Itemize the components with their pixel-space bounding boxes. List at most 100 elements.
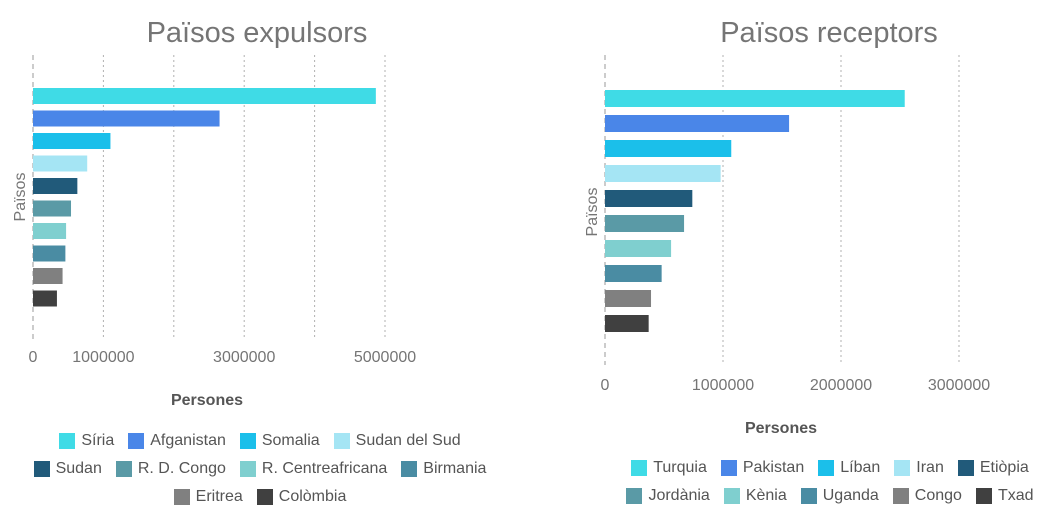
legend-label: Kènia bbox=[745, 487, 787, 504]
x-axis-label: Persones bbox=[171, 392, 243, 409]
legend-swatch bbox=[333, 433, 350, 449]
legend-label: Sudan del Sud bbox=[355, 432, 461, 449]
bar-kenia bbox=[605, 240, 672, 257]
legend-swatch bbox=[626, 488, 643, 504]
legend-item-jordania: Jordània bbox=[626, 487, 710, 505]
legend-label: Uganda bbox=[822, 487, 879, 504]
bar-r-d-congo bbox=[33, 200, 72, 217]
bar-liban bbox=[605, 140, 732, 157]
legend-swatch bbox=[818, 460, 835, 476]
legend-swatch bbox=[59, 433, 76, 449]
legend-receptors: Turquia Pakistan Líban Iran Etiòpia Jordània K… bbox=[600, 459, 1049, 505]
chart-receptors: Països receptors 0 1000000 2000000 3000000 Pe… bbox=[584, 17, 990, 437]
legend-item-kenia: Kènia bbox=[723, 487, 787, 505]
bar-afganistan bbox=[33, 110, 220, 127]
legend-label: Birmania bbox=[423, 460, 487, 477]
x-tick-label: 5000000 bbox=[354, 349, 416, 366]
legend-expulsors: Síria Afganistan Somalia Sudan del Sud Sudan… bbox=[30, 432, 490, 506]
legend-swatch bbox=[239, 461, 256, 477]
legend-swatch bbox=[723, 488, 740, 504]
legend-swatch bbox=[894, 460, 911, 476]
legend-item-txad: Txad bbox=[975, 487, 1034, 505]
legend-item-pakistan: Pakistan bbox=[720, 459, 805, 477]
bar-eritrea bbox=[33, 268, 63, 284]
chart-panel-receptors: Països receptors 0 1000000 2000000 3000000 Pe… bbox=[520, 0, 1049, 515]
bar-iran bbox=[605, 165, 721, 182]
legend-label: Iran bbox=[916, 459, 944, 476]
legend-item-congo: Congo bbox=[892, 487, 962, 505]
chart-title: Països receptors bbox=[720, 17, 938, 49]
legend-item-sudan-del-sud: Sudan del Sud bbox=[333, 432, 461, 450]
legend-swatch bbox=[33, 461, 50, 477]
legend-label: R. Centreafricana bbox=[261, 460, 388, 477]
legend-label: Afganistan bbox=[150, 432, 226, 449]
chart-panel-expulsors: Països expulsors 0 1000000 3000000 5000000 Pe… bbox=[0, 0, 520, 515]
x-tick-label: 3000000 bbox=[928, 377, 990, 394]
legend-label: Somalia bbox=[261, 432, 320, 449]
legend-label: Pakistan bbox=[742, 459, 805, 476]
legend-swatch bbox=[115, 461, 132, 477]
legend-label: Congo bbox=[914, 487, 962, 504]
bar-uganda bbox=[605, 265, 662, 282]
bar-sudan-del-sud bbox=[33, 155, 88, 172]
bar-somalia bbox=[33, 133, 111, 149]
legend-swatch bbox=[892, 488, 909, 504]
legend-item-eritrea: Eritrea bbox=[173, 488, 243, 506]
y-axis-label: Països bbox=[584, 188, 601, 237]
x-tick-label: 0 bbox=[29, 349, 38, 366]
legend-label: Colòmbia bbox=[278, 488, 347, 505]
legend-swatch bbox=[800, 488, 817, 504]
chart-title: Països expulsors bbox=[147, 17, 368, 49]
legend-item-r-d-congo: R. D. Congo bbox=[115, 460, 226, 478]
legend-label: R. D. Congo bbox=[137, 460, 226, 477]
legend-label: Txad bbox=[997, 487, 1034, 504]
x-axis-label: Persones bbox=[745, 420, 817, 437]
legend-swatch bbox=[401, 461, 418, 477]
bar-birmania bbox=[33, 245, 66, 262]
x-tick-label: 3000000 bbox=[213, 349, 275, 366]
bar-txad bbox=[605, 315, 649, 332]
legend-swatch bbox=[957, 460, 974, 476]
legend-swatch bbox=[239, 433, 256, 449]
y-axis-label: Països bbox=[12, 173, 29, 222]
legend-item-liban: Líban bbox=[818, 459, 880, 477]
legend-swatch bbox=[720, 460, 737, 476]
legend-label: Eritrea bbox=[195, 488, 243, 505]
bar-congo bbox=[605, 290, 652, 307]
x-tick-label: 0 bbox=[601, 377, 610, 394]
bar-sudan bbox=[33, 178, 78, 194]
bar-r-centreafricana bbox=[33, 223, 67, 239]
chart-expulsors: Països expulsors 0 1000000 3000000 5000000 Pe… bbox=[12, 17, 416, 409]
x-tick-label: 2000000 bbox=[810, 377, 872, 394]
legend-item-etiopia: Etiòpia bbox=[957, 459, 1029, 477]
legend-item-siria: Síria bbox=[59, 432, 114, 450]
legend-item-somalia: Somalia bbox=[239, 432, 320, 450]
legend-label: Síria bbox=[81, 432, 115, 449]
x-tick-label: 1000000 bbox=[72, 349, 134, 366]
legend-item-colombia: Colòmbia bbox=[256, 488, 347, 506]
legend-item-iran: Iran bbox=[894, 459, 944, 477]
bar-pakistan bbox=[605, 115, 790, 132]
legend-item-turquia: Turquia bbox=[631, 459, 707, 477]
legend-item-uganda: Uganda bbox=[800, 487, 879, 505]
legend-swatch bbox=[173, 489, 190, 505]
bar-siria bbox=[33, 88, 376, 104]
legend-swatch bbox=[631, 460, 648, 476]
legend-label: Líban bbox=[840, 459, 881, 476]
legend-item-afganistan: Afganistan bbox=[128, 432, 226, 450]
legend-swatch bbox=[975, 488, 992, 504]
legend-item-sudan: Sudan bbox=[33, 460, 102, 478]
bar-jordania bbox=[605, 215, 685, 232]
bar-turquia bbox=[605, 90, 905, 107]
legend-label: Turquia bbox=[653, 459, 707, 476]
legend-swatch bbox=[256, 489, 273, 505]
legend-item-r-centreafricana: R. Centreafricana bbox=[239, 460, 388, 478]
bar-colombia bbox=[33, 290, 57, 307]
legend-item-birmania: Birmania bbox=[401, 460, 486, 478]
legend-label: Etiòpia bbox=[979, 459, 1029, 476]
legend-label: Sudan bbox=[55, 460, 102, 477]
x-tick-label: 1000000 bbox=[692, 377, 754, 394]
legend-swatch bbox=[128, 433, 145, 449]
bar-etiopia bbox=[605, 190, 693, 207]
